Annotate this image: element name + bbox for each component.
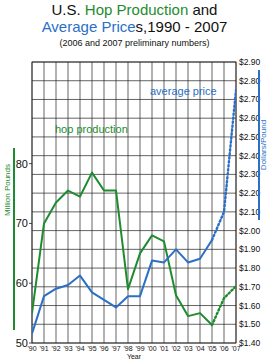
- grid-line: [32, 80, 236, 81]
- chart: 50 60 70 80 Million Pounds $1.40 $1.50 $1.60 $1.…: [0, 0, 269, 360]
- y-tick-label: 70: [16, 217, 28, 229]
- x-tick-label: '94: [75, 345, 84, 352]
- x-tick-label: '07: [231, 345, 240, 352]
- series-label: hop production: [55, 123, 128, 135]
- x-tick-label: '90: [27, 345, 36, 352]
- series-label: average price: [150, 85, 217, 97]
- lines: [32, 90, 236, 334]
- x-axis-label: Year: [127, 353, 142, 360]
- x-tick-label: '02: [171, 345, 180, 352]
- y2-tick-label: $2.90: [239, 57, 261, 67]
- grid-line-x: [212, 62, 213, 343]
- grid-line: [32, 136, 236, 137]
- x-tick-label: '91: [39, 345, 48, 352]
- grid-line-x: [140, 62, 141, 343]
- y2-tick-label: $1.50: [239, 319, 261, 329]
- grid-line: [32, 324, 236, 325]
- y-axis-bar: [13, 148, 15, 330]
- x-tick-label: '93: [63, 345, 72, 352]
- plot-frame: [32, 62, 236, 343]
- x-tick-label: '92: [51, 345, 60, 352]
- y2-axis-label: Dollars/Pound: [259, 120, 268, 170]
- y2-tick-label: $2.70: [239, 94, 261, 104]
- x-tick-label: '03: [183, 345, 192, 352]
- grid-line-x: [68, 62, 69, 343]
- x-tick-label: '98: [123, 345, 132, 352]
- x-tick-label: '05: [207, 345, 216, 352]
- x-tick-label: '04: [195, 345, 204, 352]
- subtitle: (2006 and 2007 preliminary numbers): [0, 38, 269, 48]
- y-tick: [29, 343, 32, 344]
- x-tick-label: '97: [111, 345, 120, 352]
- grid-line-x: [128, 62, 129, 343]
- series-line: [32, 240, 212, 334]
- x-tick-label: '00: [147, 345, 156, 352]
- grid-line: [32, 99, 236, 100]
- y2-tick-label: $2.00: [239, 226, 261, 236]
- x-tick-label: '96: [99, 345, 108, 352]
- y-tick: [29, 283, 32, 284]
- y2-tick-label: $1.60: [239, 301, 261, 311]
- y2-tick-label: $2.30: [239, 169, 261, 179]
- x-tick-label: '99: [135, 345, 144, 352]
- y2-tick-label: $2.40: [239, 151, 261, 161]
- grid-line-x: [176, 62, 177, 343]
- grid-line-x: [44, 62, 45, 343]
- grid-line: [32, 193, 236, 194]
- y2-tick-label: $2.60: [239, 113, 261, 123]
- y-tick-label: 80: [16, 158, 28, 170]
- grid-line: [32, 155, 236, 156]
- x-tick-label: '06: [219, 345, 228, 352]
- title: U.S. Hop Production and Average Prices,1…: [27, 1, 242, 35]
- y-tick-label: 50: [16, 337, 28, 349]
- series-line: [212, 90, 236, 240]
- grid-line-x: [116, 62, 117, 343]
- y-tick-label: 60: [16, 277, 28, 289]
- grid-line: [32, 211, 236, 212]
- y2-tick-label: $2.20: [239, 188, 261, 198]
- x-tick-label: '01: [159, 345, 168, 352]
- grid-line: [32, 230, 236, 231]
- series-line: [212, 286, 236, 325]
- y-tick: [29, 163, 32, 164]
- y2-tick-label: $1.90: [239, 244, 261, 254]
- y2-tick-label: $2.50: [239, 132, 261, 142]
- grid-line-x: [188, 62, 189, 343]
- grid-line-x: [80, 62, 81, 343]
- grid-line: [32, 305, 236, 306]
- grid-line: [32, 118, 236, 119]
- grid-line-x: [164, 62, 165, 343]
- grid-line-x: [152, 62, 153, 343]
- grid-line-x: [92, 62, 93, 343]
- y-tick: [29, 223, 32, 224]
- x-tick-label: '95: [87, 345, 96, 352]
- y2-tick-label: $1.70: [239, 282, 261, 292]
- grid-line: [32, 174, 236, 175]
- y-axis-label: Million Pounds: [3, 164, 12, 216]
- y2-tick-label: $1.80: [239, 263, 261, 273]
- y2-tick-label: $2.10: [239, 207, 261, 217]
- y2-tick-label: $1.40: [239, 338, 261, 348]
- grid-line-x: [200, 62, 201, 343]
- y2-tick-label: $2.80: [239, 76, 261, 86]
